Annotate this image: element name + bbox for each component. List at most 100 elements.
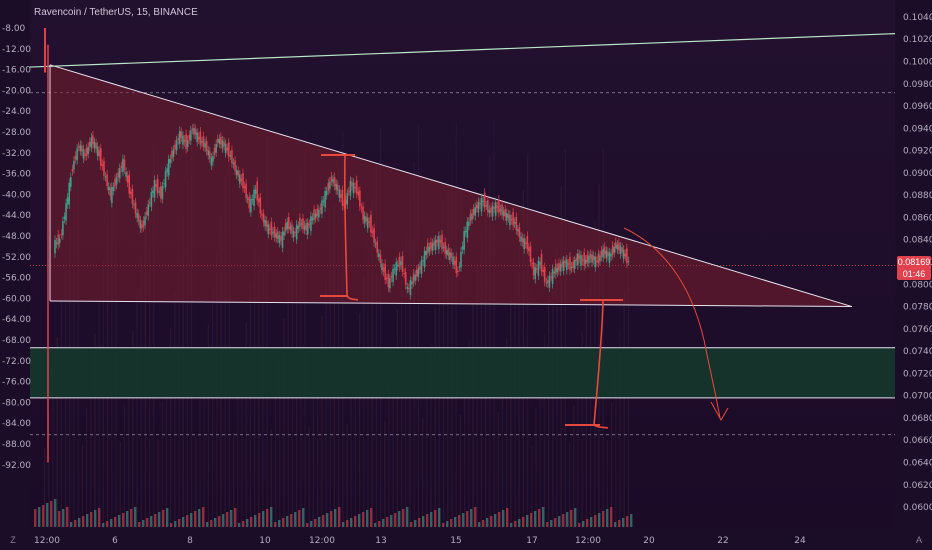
candle-body bbox=[480, 198, 483, 212]
volume-bar bbox=[566, 512, 569, 527]
candle-body bbox=[556, 267, 559, 273]
volume-bar bbox=[442, 523, 445, 527]
volume-bar bbox=[598, 513, 601, 527]
candle-body bbox=[150, 192, 153, 207]
volume-streak bbox=[531, 446, 533, 528]
zones bbox=[29, 33, 896, 399]
candle-body bbox=[529, 246, 532, 263]
candle-body bbox=[161, 186, 164, 200]
left-axis-tick: -44.00 bbox=[2, 211, 31, 221]
candle-body bbox=[343, 204, 345, 206]
candle-body bbox=[204, 143, 206, 148]
volume-streak bbox=[380, 128, 382, 528]
candle-body bbox=[71, 169, 74, 172]
volume-bar bbox=[214, 518, 217, 527]
volume-bar bbox=[278, 520, 281, 527]
candle-body bbox=[566, 259, 568, 271]
volume-bar bbox=[146, 518, 149, 527]
candle-body bbox=[205, 141, 208, 152]
candle-body bbox=[109, 187, 112, 197]
candle-body bbox=[289, 226, 292, 230]
timezone-button[interactable]: Z bbox=[10, 535, 16, 545]
candle-body bbox=[422, 260, 424, 262]
volume-streak bbox=[249, 285, 251, 528]
candle-body bbox=[126, 175, 129, 183]
volume-bar bbox=[318, 517, 321, 527]
candle-body bbox=[586, 254, 589, 263]
volume-streak bbox=[413, 162, 415, 528]
candle-body bbox=[182, 135, 184, 145]
candle-body bbox=[469, 213, 472, 222]
volume-bar bbox=[450, 519, 453, 527]
candle-body bbox=[333, 177, 336, 187]
left-axis-tick: -60.00 bbox=[2, 294, 31, 304]
x-axis-tick: 22 bbox=[717, 536, 728, 546]
volume-bar bbox=[130, 509, 133, 527]
volume-streak bbox=[153, 146, 155, 528]
candle-body bbox=[330, 176, 333, 182]
candle-body bbox=[248, 196, 251, 209]
volume-bar bbox=[266, 509, 269, 527]
x-axis-tick: 24 bbox=[794, 536, 806, 546]
left-axis-tick: -56.00 bbox=[2, 274, 31, 284]
candle-body bbox=[292, 231, 295, 238]
candle-body bbox=[460, 251, 462, 268]
candle-body bbox=[87, 146, 89, 154]
volume-streak bbox=[123, 405, 125, 528]
volume-streak bbox=[94, 334, 96, 528]
candle-body bbox=[354, 186, 356, 189]
volume-streak bbox=[623, 292, 625, 528]
volume-bar bbox=[430, 512, 433, 527]
volume-bar bbox=[366, 510, 369, 527]
auto-scale-button[interactable]: A bbox=[915, 535, 922, 545]
volume-bar bbox=[238, 523, 241, 527]
candle-body bbox=[280, 236, 282, 241]
volume-bar bbox=[542, 507, 545, 527]
volume-bar bbox=[582, 521, 585, 527]
volume-bar bbox=[210, 520, 213, 527]
candle-body bbox=[68, 182, 71, 205]
candle-body bbox=[523, 238, 525, 250]
candle-body bbox=[537, 260, 540, 276]
candle-body bbox=[243, 186, 246, 189]
candle-body bbox=[197, 136, 200, 140]
candle-body bbox=[509, 214, 511, 226]
volume-streak bbox=[459, 415, 461, 528]
candle-body bbox=[517, 229, 519, 232]
volume-streak bbox=[611, 403, 613, 528]
volume-streak bbox=[464, 378, 466, 528]
candle-body bbox=[120, 166, 123, 168]
volume-bar bbox=[138, 522, 141, 527]
volume-streak bbox=[228, 140, 230, 528]
volume-bar bbox=[294, 512, 297, 527]
candle-body bbox=[231, 150, 233, 164]
candle-body bbox=[144, 216, 146, 226]
candle-body bbox=[299, 217, 301, 228]
candle-body bbox=[188, 134, 191, 140]
left-axis-tick: -40.00 bbox=[2, 190, 31, 200]
volume-bar bbox=[226, 512, 229, 527]
volume-bar bbox=[446, 521, 449, 527]
volume-bar bbox=[438, 508, 441, 527]
volume-bar bbox=[86, 514, 89, 527]
volume-bar bbox=[206, 522, 209, 527]
volume-bar bbox=[522, 517, 525, 527]
candle-body bbox=[73, 160, 75, 170]
candle-body bbox=[253, 189, 255, 206]
volume-bar bbox=[394, 513, 397, 527]
candle-body bbox=[218, 138, 221, 144]
candle-body bbox=[322, 200, 325, 202]
candle-body bbox=[479, 202, 481, 205]
candle-body bbox=[393, 268, 396, 270]
candle-body bbox=[498, 199, 500, 214]
candle-body bbox=[502, 211, 505, 216]
candle-body bbox=[360, 207, 363, 209]
candle-body bbox=[442, 247, 445, 249]
